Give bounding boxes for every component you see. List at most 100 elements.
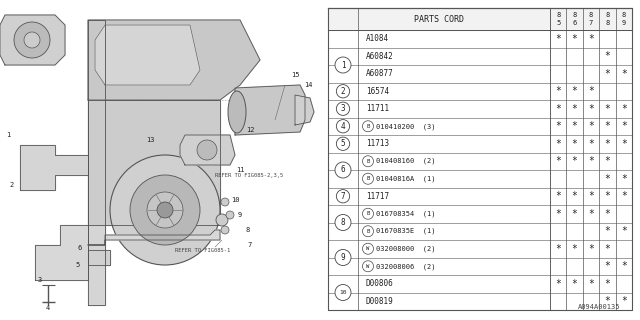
Text: B: B (366, 229, 370, 234)
Text: *: * (556, 156, 561, 166)
Text: 010410200  (3): 010410200 (3) (376, 123, 435, 130)
Text: B: B (366, 211, 370, 216)
Text: 8: 8 (572, 12, 577, 18)
Text: *: * (588, 139, 594, 149)
Text: 5: 5 (340, 139, 346, 148)
Text: *: * (588, 156, 594, 166)
Text: *: * (604, 226, 611, 236)
Circle shape (335, 57, 351, 73)
Text: *: * (604, 244, 611, 254)
Text: W: W (366, 246, 370, 251)
Circle shape (14, 22, 50, 58)
Text: 11711: 11711 (366, 104, 389, 113)
Text: B: B (366, 176, 370, 181)
Text: A60842: A60842 (366, 52, 394, 61)
Text: *: * (604, 69, 611, 79)
Text: 2: 2 (10, 182, 14, 188)
Text: *: * (604, 139, 611, 149)
Text: 5: 5 (556, 20, 561, 26)
Text: 16574: 16574 (366, 87, 389, 96)
Text: 11713: 11713 (366, 139, 389, 148)
Text: 8: 8 (340, 218, 346, 227)
Text: 12: 12 (246, 127, 254, 133)
Text: D00819: D00819 (366, 297, 394, 306)
Polygon shape (328, 8, 632, 30)
Text: 8: 8 (246, 227, 250, 233)
Circle shape (335, 284, 351, 300)
Text: *: * (572, 191, 577, 201)
Text: 7: 7 (340, 192, 346, 201)
Text: 1: 1 (340, 60, 346, 69)
Polygon shape (95, 25, 200, 85)
Polygon shape (88, 20, 105, 305)
Circle shape (197, 140, 217, 160)
Text: 6: 6 (572, 20, 577, 26)
Text: 032008000  (2): 032008000 (2) (376, 245, 435, 252)
Text: *: * (556, 121, 561, 131)
Text: *: * (604, 279, 611, 289)
Text: *: * (621, 139, 627, 149)
Circle shape (337, 120, 349, 133)
Circle shape (335, 162, 351, 178)
Polygon shape (295, 95, 314, 125)
Circle shape (24, 32, 40, 48)
Text: *: * (572, 244, 577, 254)
Text: *: * (604, 209, 611, 219)
Circle shape (335, 250, 351, 266)
Text: W: W (366, 264, 370, 269)
Text: PARTS CORD: PARTS CORD (414, 14, 464, 23)
Circle shape (362, 208, 374, 219)
Text: 8: 8 (589, 12, 593, 18)
Circle shape (362, 121, 374, 132)
Text: 9: 9 (340, 253, 346, 262)
Circle shape (147, 192, 183, 228)
Ellipse shape (228, 91, 246, 133)
Text: 13: 13 (146, 137, 154, 143)
Polygon shape (235, 85, 305, 135)
Text: 3: 3 (38, 277, 42, 283)
Text: *: * (604, 51, 611, 61)
Polygon shape (35, 225, 88, 280)
Text: *: * (604, 191, 611, 201)
Text: *: * (621, 191, 627, 201)
Text: *: * (604, 261, 611, 271)
Polygon shape (328, 8, 632, 310)
Text: 1: 1 (6, 132, 10, 138)
Text: *: * (588, 121, 594, 131)
Circle shape (362, 173, 374, 184)
Polygon shape (88, 230, 220, 245)
Text: *: * (556, 86, 561, 96)
Circle shape (337, 102, 349, 116)
Text: *: * (604, 121, 611, 131)
Text: 032008006  (2): 032008006 (2) (376, 263, 435, 269)
Text: *: * (572, 34, 577, 44)
Text: *: * (556, 139, 561, 149)
Text: A1084: A1084 (366, 34, 389, 43)
Text: *: * (556, 191, 561, 201)
Text: *: * (572, 104, 577, 114)
Text: *: * (556, 244, 561, 254)
Text: *: * (588, 244, 594, 254)
Text: *: * (604, 296, 611, 306)
Circle shape (362, 156, 374, 167)
Circle shape (362, 226, 374, 237)
Text: 01040816A  (1): 01040816A (1) (376, 175, 435, 182)
Text: *: * (604, 174, 611, 184)
Text: *: * (604, 104, 611, 114)
Text: *: * (588, 209, 594, 219)
Circle shape (337, 84, 349, 98)
Text: 010408160  (2): 010408160 (2) (376, 158, 435, 164)
Text: *: * (572, 121, 577, 131)
Text: 10: 10 (339, 290, 347, 295)
Circle shape (130, 175, 200, 245)
Text: A60877: A60877 (366, 69, 394, 78)
Text: *: * (556, 34, 561, 44)
Text: 9: 9 (238, 212, 242, 218)
Polygon shape (0, 15, 65, 65)
Text: 7: 7 (589, 20, 593, 26)
Circle shape (216, 214, 228, 226)
Text: 10: 10 (231, 197, 239, 203)
Text: *: * (588, 191, 594, 201)
Text: 8: 8 (621, 12, 626, 18)
Text: *: * (621, 69, 627, 79)
